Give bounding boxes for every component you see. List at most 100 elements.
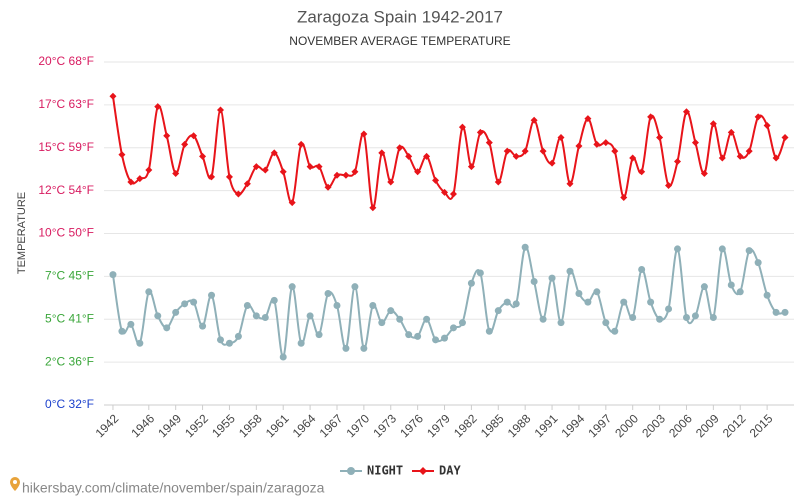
day-point <box>656 133 664 141</box>
x-tick-label: 1979 <box>424 411 453 440</box>
night-point <box>306 312 314 320</box>
day-point <box>288 199 296 207</box>
day-point <box>163 132 171 140</box>
night-point <box>575 290 583 298</box>
day-point <box>611 147 619 155</box>
day-point <box>243 180 251 188</box>
day-point <box>252 163 260 171</box>
day-point <box>781 133 789 141</box>
night-point <box>333 302 341 310</box>
day-point <box>718 154 726 162</box>
x-tick-label: 1942 <box>93 411 122 440</box>
x-tick-label: 2009 <box>693 411 722 440</box>
night-point <box>763 291 771 299</box>
day-point <box>414 168 422 176</box>
night-point <box>557 319 565 327</box>
legend-marker <box>419 467 427 475</box>
day-point <box>772 154 780 162</box>
x-tick-label: 2015 <box>747 411 776 440</box>
x-tick-label: 1955 <box>209 411 238 440</box>
night-point <box>691 312 699 320</box>
night-point <box>485 327 493 335</box>
x-tick-label: 1991 <box>532 411 561 440</box>
series-line <box>111 246 786 358</box>
day-point <box>593 140 601 148</box>
day-point <box>145 166 153 174</box>
day-point <box>154 103 162 111</box>
day-point <box>279 168 287 176</box>
night-point <box>261 314 269 322</box>
x-tick-label: 1961 <box>263 411 292 440</box>
night-point <box>682 314 690 322</box>
x-tick-label: 2012 <box>720 411 749 440</box>
series-line <box>111 96 786 209</box>
day-point <box>449 190 457 198</box>
y-tick-label: 12°C 54°F <box>38 183 94 197</box>
day-point <box>602 139 610 147</box>
day-point <box>181 140 189 148</box>
night-point <box>638 266 646 274</box>
night-point <box>548 274 556 282</box>
chart-subtitle: NOVEMBER AVERAGE TEMPERATURE <box>289 34 510 48</box>
legend-marker <box>347 467 355 475</box>
day-point <box>369 204 377 212</box>
day-point <box>109 92 117 100</box>
night-point <box>512 300 520 308</box>
day-point <box>736 152 744 160</box>
day-point <box>225 173 233 181</box>
night-point <box>503 298 511 306</box>
night-point <box>369 302 377 310</box>
day-point <box>199 152 207 160</box>
x-tick-label: 1976 <box>397 411 426 440</box>
day-point <box>665 181 673 189</box>
night-point <box>476 269 484 277</box>
day-point <box>172 169 180 177</box>
day-point <box>503 147 511 155</box>
y-tick-label: 10°C 50°F <box>38 226 94 240</box>
day-point <box>261 166 269 174</box>
night-point <box>772 308 780 316</box>
source-text: hikersbay.com/climate/november/spain/zar… <box>22 480 325 496</box>
night-point <box>181 300 189 308</box>
day-point <box>467 163 475 171</box>
day-point <box>494 178 502 186</box>
x-tick-label: 1958 <box>236 411 265 440</box>
x-tick-label: 1952 <box>182 411 211 440</box>
night-point <box>620 298 628 306</box>
day-point <box>441 188 449 196</box>
day-point <box>584 115 592 123</box>
legend-label: NIGHT <box>367 464 403 478</box>
night-point <box>172 308 180 316</box>
day-point <box>727 128 735 136</box>
night-point <box>539 315 547 323</box>
y-tick-label: 0°C 32°F <box>45 397 94 411</box>
day-point <box>396 144 404 152</box>
night-point <box>441 334 449 342</box>
night-point <box>467 279 475 287</box>
night-point <box>745 247 753 255</box>
y-axis-label: TEMPERATURE <box>16 192 28 274</box>
x-tick-label: 1982 <box>451 411 480 440</box>
day-point <box>387 178 395 186</box>
day-point <box>333 171 341 179</box>
pin-dot <box>13 480 17 484</box>
y-tick-label: 20°C 68°F <box>38 54 94 68</box>
night-point <box>136 339 144 347</box>
day-point <box>629 154 637 162</box>
x-tick-label: 2000 <box>612 411 641 440</box>
night-point <box>270 296 278 304</box>
night-point <box>521 243 529 251</box>
x-tick-label: 1964 <box>290 411 319 440</box>
day-point <box>342 171 350 179</box>
night-point <box>360 344 368 352</box>
day-point <box>557 133 565 141</box>
night-point <box>243 302 251 310</box>
day-point <box>674 157 682 165</box>
day-point <box>485 139 493 147</box>
day-point <box>754 113 762 121</box>
night-point <box>234 332 242 340</box>
night-point <box>396 315 404 323</box>
night-point <box>423 315 431 323</box>
day-point <box>476 128 484 136</box>
night-point <box>566 267 574 275</box>
